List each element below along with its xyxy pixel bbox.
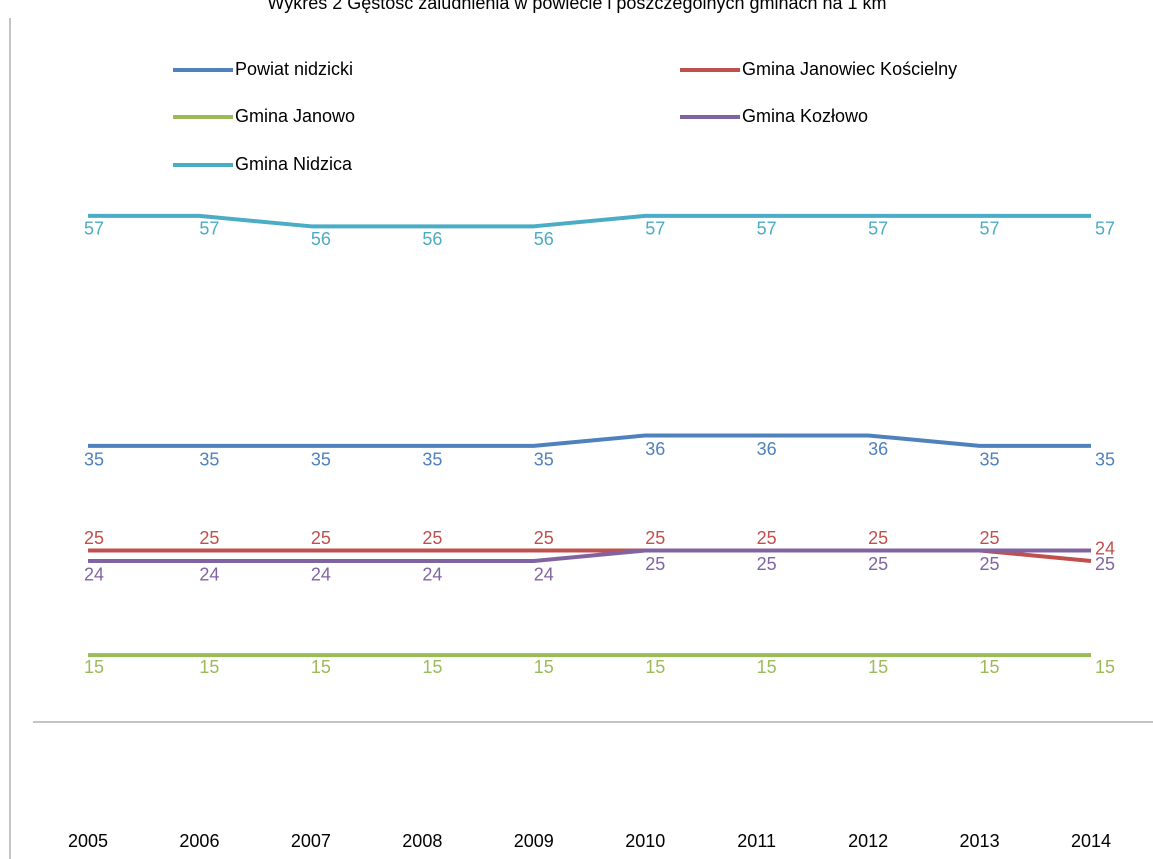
data-label: 24 [422,565,442,585]
data-label: 15 [311,657,331,677]
data-label: 24 [199,565,219,585]
data-label: 57 [1095,219,1115,239]
data-label: 36 [757,439,777,459]
data-label: 25 [422,528,442,548]
data-label: 36 [645,439,665,459]
x-tick-label: 2006 [179,831,219,851]
data-label: 35 [534,450,554,470]
data-label: 15 [980,657,1000,677]
data-label: 25 [757,554,777,574]
data-label: 57 [980,219,1000,239]
data-label: 35 [199,450,219,470]
x-tick-label: 2014 [1071,831,1111,851]
chart-title: Wykres 2 Gęstość zaludnienia w powiecie … [267,0,886,13]
x-tick-label: 2007 [291,831,331,851]
data-label: 35 [980,450,1000,470]
data-label: 35 [84,450,104,470]
x-tick-label: 2005 [68,831,108,851]
data-label: 24 [1095,539,1115,559]
data-label: 57 [199,219,219,239]
data-label: 56 [422,229,442,249]
data-label: 56 [534,229,554,249]
data-label: 57 [757,219,777,239]
data-label: 25 [84,528,104,548]
data-label: 56 [311,229,331,249]
data-label: 25 [757,528,777,548]
data-label: 25 [199,528,219,548]
data-label: 15 [1095,657,1115,677]
data-label: 57 [645,219,665,239]
data-label: 25 [645,528,665,548]
data-label: 15 [868,657,888,677]
data-label: 36 [868,439,888,459]
data-label: 15 [645,657,665,677]
x-tick-label: 2009 [514,831,554,851]
legend-label: Gmina Kozłowo [742,106,868,126]
data-label: 57 [84,219,104,239]
series-line [88,433,1091,448]
data-label: 24 [534,565,554,585]
data-label: 24 [311,565,331,585]
data-label: 15 [84,657,104,677]
data-label: 35 [311,450,331,470]
data-label: 35 [1095,450,1115,470]
legend-label: Gmina Janowiec Kościelny [742,59,957,79]
data-label: 15 [422,657,442,677]
data-label: 24 [84,565,104,585]
x-tick-label: 2012 [848,831,888,851]
data-label: 25 [980,554,1000,574]
x-tick-label: 2011 [737,831,776,851]
series-line [88,548,1091,563]
data-label: 25 [311,528,331,548]
data-label: 15 [199,657,219,677]
data-label: 25 [868,528,888,548]
data-label: 15 [757,657,777,677]
x-tick-label: 2010 [625,831,665,851]
x-tick-label: 2008 [402,831,442,851]
legend-label: Gmina Nidzica [235,154,353,174]
data-label: 25 [980,528,1000,548]
data-label: 25 [1095,554,1115,574]
data-label: 35 [422,450,442,470]
data-label: 25 [868,554,888,574]
series-line [88,213,1091,229]
data-label: 25 [645,554,665,574]
x-tick-label: 2013 [960,831,1000,851]
data-label: 57 [868,219,888,239]
legend-label: Powiat nidzicki [235,59,353,79]
data-label: 15 [534,657,554,677]
legend-label: Gmina Janowo [235,106,355,126]
data-label: 25 [534,528,554,548]
